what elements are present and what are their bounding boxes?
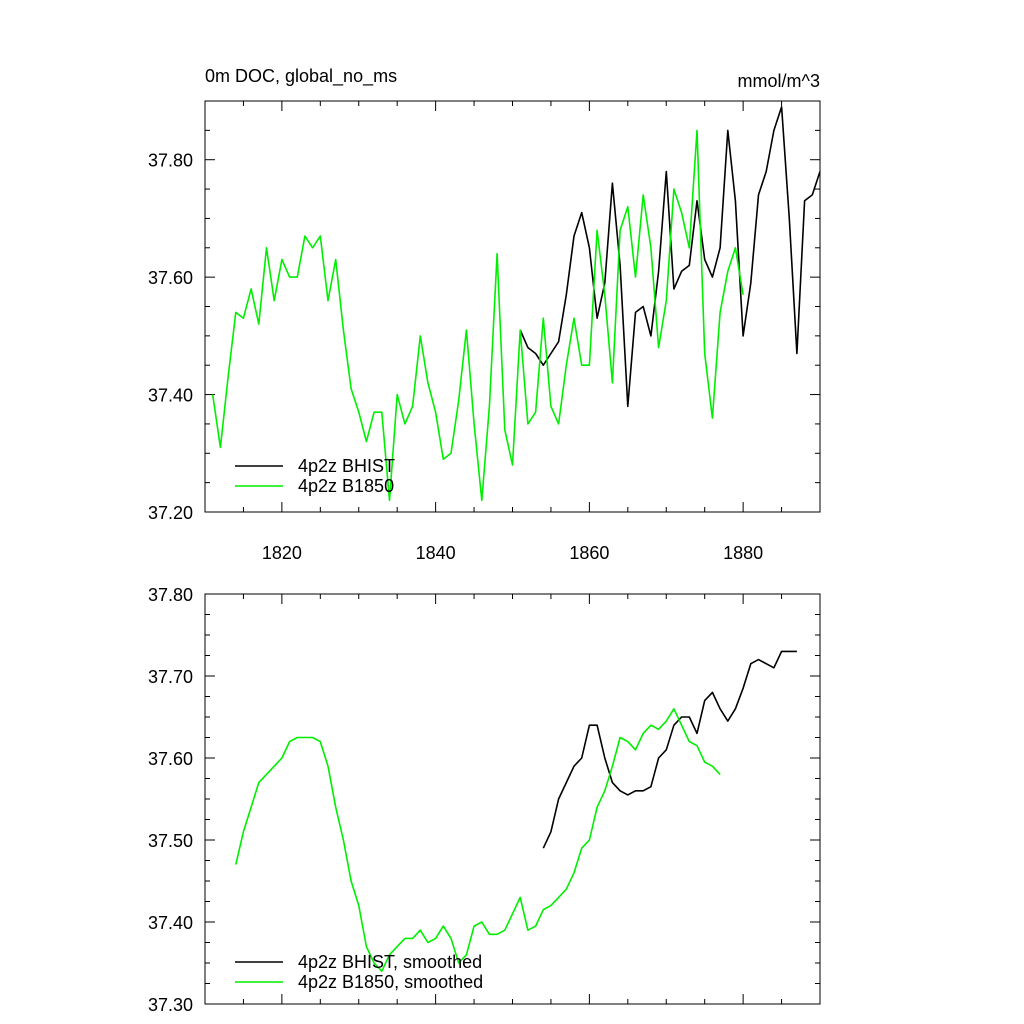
legend-label: 4p2z BHIST, smoothed	[298, 952, 482, 972]
x-tick-label: 1860	[569, 543, 609, 563]
top-title-right: mmol/m^3	[738, 71, 820, 91]
series-line-1	[211, 129, 744, 502]
top-title-left: 0m DOC, global_no_ms	[205, 66, 397, 87]
top-panel: 0m DOC, global_no_ms mmol/m^3 1820 1840 18…	[148, 66, 821, 563]
y-tick-label: 37.80	[148, 585, 193, 605]
series-line-0	[519, 106, 821, 408]
legend-label: 4p2z BHIST	[298, 456, 395, 476]
x-tick-label: 1820	[262, 543, 302, 563]
y-tick-label: 37.20	[148, 503, 193, 523]
plot-frame	[204, 593, 821, 1005]
bottom-panel: 37.30 37.40 37.50 37.60 37.70 37.80 4p2z BHIST…	[148, 585, 821, 1015]
y-tick-label: 37.80	[148, 151, 193, 171]
plot-frame	[204, 100, 821, 513]
legend-label: 4p2z B1850	[298, 476, 394, 496]
y-tick-label: 37.60	[148, 749, 193, 769]
y-tick-label: 37.70	[148, 667, 193, 687]
x-tick-label: 1880	[723, 543, 763, 563]
series-line-0	[542, 650, 797, 849]
series-line-1	[235, 707, 721, 973]
y-tick-label: 37.30	[148, 995, 193, 1015]
y-tick-label: 37.50	[148, 831, 193, 851]
legend-label: 4p2z B1850, smoothed	[298, 972, 483, 992]
y-tick-label: 37.60	[148, 268, 193, 288]
y-tick-label: 37.40	[148, 386, 193, 406]
y-tick-label: 37.40	[148, 913, 193, 933]
x-tick-label: 1840	[416, 543, 456, 563]
